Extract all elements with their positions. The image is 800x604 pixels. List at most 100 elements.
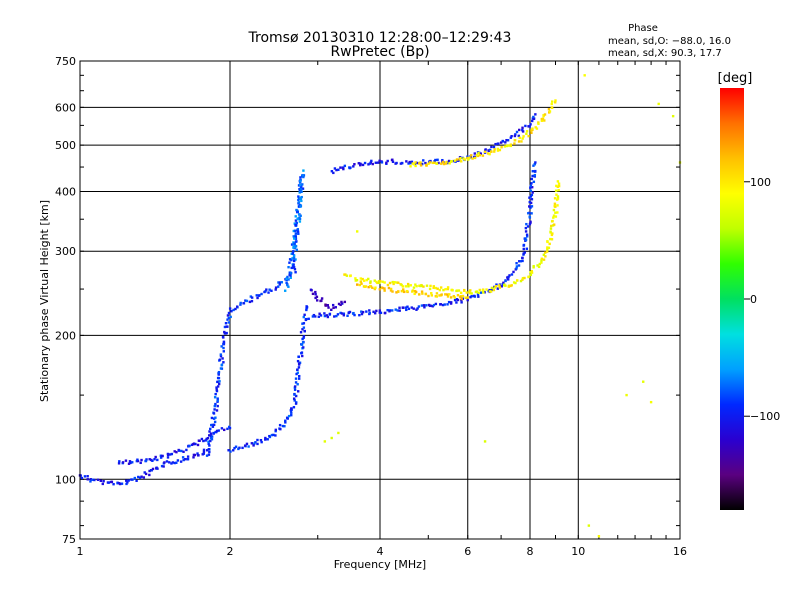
data-point bbox=[556, 197, 560, 200]
data-point bbox=[494, 142, 497, 146]
data-point bbox=[214, 416, 217, 419]
data-point bbox=[466, 156, 469, 160]
data-point bbox=[506, 139, 510, 142]
data-point bbox=[302, 174, 305, 177]
data-point bbox=[121, 461, 125, 464]
data-point bbox=[301, 183, 304, 186]
data-point bbox=[342, 312, 346, 315]
data-point bbox=[404, 285, 408, 288]
data-point bbox=[351, 312, 355, 315]
data-point bbox=[501, 283, 504, 286]
data-point bbox=[181, 456, 185, 459]
data-point bbox=[354, 277, 357, 280]
data-point bbox=[468, 156, 471, 160]
data-point bbox=[155, 467, 158, 470]
data-point bbox=[526, 235, 529, 238]
data-point bbox=[549, 227, 553, 230]
data-point bbox=[395, 161, 398, 165]
data-point bbox=[373, 287, 377, 291]
data-point bbox=[529, 186, 532, 189]
y-tick-label: 500 bbox=[55, 139, 76, 152]
data-point bbox=[217, 429, 220, 432]
data-point bbox=[537, 265, 541, 269]
data-point bbox=[254, 441, 257, 444]
data-point bbox=[371, 286, 374, 289]
data-point bbox=[337, 302, 341, 306]
data-point bbox=[540, 259, 543, 262]
data-point bbox=[299, 331, 303, 334]
data-point bbox=[295, 401, 298, 404]
data-point bbox=[547, 246, 551, 250]
data-point bbox=[107, 481, 110, 484]
data-point bbox=[219, 354, 223, 358]
data-point bbox=[529, 201, 533, 205]
data-point bbox=[556, 180, 560, 183]
series-x-mode-lower-trace bbox=[227, 305, 309, 453]
data-point bbox=[376, 281, 379, 285]
data-point bbox=[339, 166, 342, 169]
data-point bbox=[405, 308, 408, 312]
data-point bbox=[510, 273, 514, 276]
data-point bbox=[518, 128, 521, 132]
data-point bbox=[531, 191, 534, 194]
data-point bbox=[389, 287, 393, 291]
data-point bbox=[583, 74, 586, 77]
data-point bbox=[360, 282, 363, 285]
data-point bbox=[148, 458, 151, 461]
data-point bbox=[440, 293, 443, 296]
data-point bbox=[257, 294, 261, 297]
data-point bbox=[468, 290, 471, 294]
data-point bbox=[294, 219, 298, 222]
data-point bbox=[297, 366, 301, 369]
data-point bbox=[220, 427, 224, 430]
data-point bbox=[202, 452, 206, 455]
data-point bbox=[500, 146, 503, 149]
data-point bbox=[192, 456, 195, 459]
series-e-region-trace-o- bbox=[78, 448, 209, 486]
data-point bbox=[223, 325, 227, 329]
colorbar-tick-label: −100 bbox=[750, 410, 780, 423]
data-point bbox=[487, 149, 490, 152]
data-point bbox=[441, 160, 445, 164]
y-tick-label: 300 bbox=[55, 245, 76, 258]
data-point bbox=[190, 443, 194, 447]
data-point bbox=[150, 469, 153, 472]
data-point bbox=[488, 290, 492, 293]
data-point bbox=[230, 310, 233, 313]
data-point bbox=[468, 291, 472, 295]
data-point bbox=[335, 168, 338, 172]
data-point bbox=[529, 123, 532, 126]
data-point bbox=[299, 188, 303, 191]
data-point bbox=[336, 313, 340, 316]
data-point bbox=[226, 427, 229, 431]
data-point bbox=[364, 285, 368, 288]
data-point bbox=[409, 165, 412, 168]
data-point bbox=[498, 148, 502, 152]
data-point bbox=[266, 438, 269, 441]
data-point bbox=[218, 380, 221, 383]
data-point bbox=[420, 304, 424, 307]
data-point bbox=[456, 298, 460, 302]
data-point bbox=[517, 134, 520, 138]
data-point bbox=[415, 284, 418, 288]
data-point bbox=[401, 306, 405, 309]
data-point bbox=[296, 368, 299, 371]
data-point bbox=[348, 166, 352, 170]
data-point bbox=[463, 158, 467, 161]
data-point bbox=[176, 459, 180, 462]
data-point bbox=[499, 141, 503, 144]
data-point bbox=[314, 315, 317, 318]
data-point bbox=[296, 210, 299, 214]
data-point bbox=[371, 162, 374, 166]
data-point bbox=[493, 286, 496, 289]
data-point bbox=[526, 225, 530, 228]
data-point bbox=[292, 246, 295, 249]
data-point bbox=[170, 452, 174, 456]
data-point bbox=[161, 454, 164, 458]
data-point bbox=[297, 196, 301, 200]
data-point bbox=[294, 245, 298, 248]
data-point bbox=[435, 292, 439, 295]
data-point bbox=[410, 160, 414, 164]
data-point bbox=[500, 285, 503, 288]
